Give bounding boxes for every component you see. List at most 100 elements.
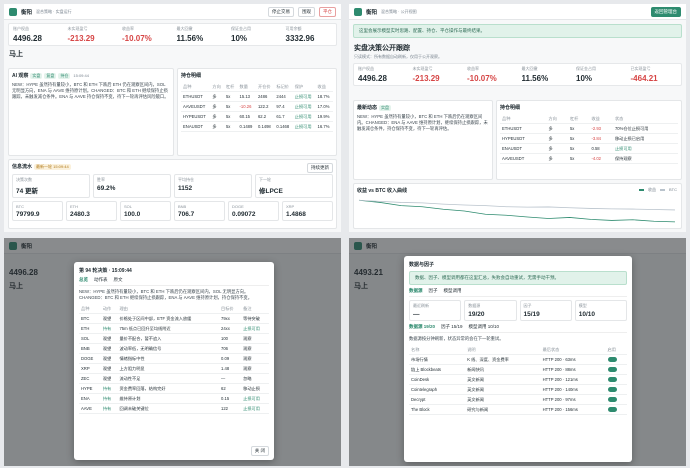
- line: [358, 199, 676, 211]
- cell: 止损可用: [612, 143, 678, 154]
- toggle[interactable]: [607, 366, 617, 372]
- column-header: 开仓价: [255, 82, 275, 92]
- price-box: SOL 100.0: [120, 201, 171, 221]
- symbol: SOL: [124, 204, 133, 209]
- column-header: 理由: [117, 304, 219, 314]
- cell: Cointelegraph: [409, 384, 466, 395]
- column-header: 备注: [241, 304, 269, 314]
- column-header: 标记价: [274, 82, 293, 92]
- button[interactable]: 返回管理台: [650, 6, 681, 17]
- cell: 24xx: [219, 323, 242, 334]
- cell: 19.9%: [315, 111, 333, 122]
- header-row: 名称 说明 最后状态 启用: [409, 345, 627, 355]
- cell: 706: [219, 343, 242, 354]
- cell: 市场行情: [409, 354, 466, 365]
- stat-value: 69.2%: [97, 185, 116, 192]
- stat-label: 可用余额: [285, 26, 302, 31]
- table: 名称 说明 最后状态 启用 市场行情 K 线、深度、资金费率 HTTP 200 · 63ms…: [409, 345, 627, 415]
- price-box: BNB 706.7: [174, 201, 225, 221]
- card-title: 持仓明细: [500, 105, 521, 111]
- price-boxes: BTC 79799.9 ETH 2480.3 SOL 100.0 BNB 706.7 DOGE 0…: [12, 201, 333, 221]
- cell: AAVE: [79, 403, 101, 414]
- stat-value: 4496.28: [13, 34, 42, 43]
- cell: 持有: [100, 323, 118, 334]
- cell: 100: [219, 333, 242, 344]
- stat: 可用余额 3332.96: [282, 24, 337, 45]
- button[interactable]: 平仓: [319, 6, 336, 17]
- tab[interactable]: 数据源: [409, 288, 423, 293]
- price: 1.4868: [286, 211, 306, 218]
- column-header: 方向: [210, 82, 224, 92]
- toggle-cell: [605, 374, 627, 385]
- row: AAVE 持有 回调未破关键位 122 止损可用: [79, 403, 269, 414]
- row: BTC 观望 价格处于区间中部，ETF 资金流入放缓 79xx 等待突破: [79, 313, 269, 324]
- cell: HTTP 200 · 88ms: [540, 364, 606, 375]
- stat-box: 最近刷新 —: [409, 300, 462, 321]
- cell: 上方阻力明显: [117, 363, 219, 374]
- toggle[interactable]: [607, 376, 617, 382]
- toggle[interactable]: [607, 356, 617, 362]
- tab[interactable]: 原文: [113, 277, 123, 282]
- stat-box: 平均持仓 1152: [174, 174, 252, 198]
- close-button[interactable]: 关 闭: [250, 446, 269, 456]
- cell: 5x: [223, 91, 238, 102]
- stat: 未实现盈亏 -213.29: [409, 64, 464, 85]
- tab[interactable]: 总览: [79, 277, 88, 282]
- stat-value: 4496.28: [358, 74, 387, 83]
- cell: 5x: [223, 121, 238, 132]
- subtab[interactable]: 数据源 19/20: [409, 324, 436, 329]
- cell: 多: [210, 101, 224, 112]
- stat-value: 1152: [178, 185, 193, 192]
- price-box: DOGE 0.09072: [228, 201, 279, 221]
- modal-text: NEW：HYPE 虽然持有量较小，BTC 和 ETH 下跌后仍在观察区间内，SO…: [79, 289, 252, 300]
- button[interactable]: 持续更新: [307, 163, 333, 173]
- button[interactable]: 停止交易: [268, 6, 294, 17]
- modal: 数据与因子 数据、因子、模型调用都在这里汇总，失败会自动重试，无需手动干预。 数据源…: [404, 256, 632, 462]
- toggle[interactable]: [607, 386, 617, 392]
- banner: 这里会展示模型实时思路、配置、持仓、平仓操作与最终结果。: [353, 24, 682, 38]
- cell: AAVEUSDT: [500, 153, 547, 164]
- tab[interactable]: 模型调用: [443, 288, 462, 293]
- table: 品种 方向 杠杆 收益 状态 ETHUSDT 多 5x -2.93 70%仓位止损可用 HYPEUS…: [500, 114, 678, 164]
- stat-value: -10.07%: [467, 74, 497, 83]
- cell: 多: [210, 91, 224, 102]
- table: 品种 方向 杠杆 数量 开仓价 标记价 保护 收益 ETHUSDT 多 5x 15.13 2486 244…: [181, 82, 333, 132]
- cell: 移动止损: [241, 383, 269, 394]
- header-row: 品种 方向 杠杆 收益 状态: [500, 114, 678, 124]
- card-title: 最新动态: [357, 105, 378, 111]
- tab[interactable]: 动作表: [94, 277, 108, 282]
- tab[interactable]: 因子: [428, 288, 438, 293]
- stat-label: 收益率: [467, 66, 479, 71]
- row: 市场行情 K 线、深度、资金费率 HTTP 200 · 63ms: [409, 354, 627, 365]
- price: 2480.3: [70, 211, 90, 218]
- button[interactable]: 围观: [298, 6, 315, 17]
- row: Cointelegraph 英文新闻 HTTP 200 · 140ms: [409, 384, 627, 395]
- price-box: BTC 79799.9: [12, 201, 63, 221]
- subtabs: 数据源 19/20 因子 15/19 模型调用 10/10: [409, 324, 627, 333]
- cell: 止损可用: [292, 101, 316, 112]
- cell: 观望: [100, 333, 118, 344]
- cell: —: [219, 373, 242, 384]
- cell: BNB: [79, 343, 101, 354]
- cell: 链上 Blockbeats: [409, 364, 466, 375]
- subtab[interactable]: 模型调用 10/10: [468, 324, 500, 329]
- row: CoinDesk 英文新闻 HTTP 200 · 121ms: [409, 374, 627, 385]
- cell: 0.15: [219, 393, 242, 404]
- brand: 衡阳: [21, 9, 33, 16]
- cell: 止损可用: [292, 91, 316, 102]
- toggle[interactable]: [607, 406, 617, 412]
- cell: 2444: [274, 91, 293, 102]
- subtab[interactable]: 因子 15/19: [441, 324, 463, 329]
- flow-section: 信息流水 最新一轮 15:09:44 持续更新 决策次数 74 更新 胜率 69.2% 平均持…: [8, 159, 337, 229]
- cell: ENAUSDT: [500, 143, 547, 154]
- cell: 15.13: [237, 91, 256, 102]
- stats-row: 账户权益 4496.28 未实现盈亏 -213.29 收益率 -10.07% 最大回撤 11.…: [353, 63, 682, 86]
- cell: 观望: [100, 373, 118, 384]
- cell: SOL: [79, 333, 101, 344]
- cell: 62: [219, 383, 242, 394]
- cell: 英文新闻: [465, 384, 541, 395]
- toggle[interactable]: [607, 396, 617, 402]
- stat-label: 模型: [578, 303, 587, 308]
- stat-box: 因子 15/19: [519, 300, 572, 321]
- stat-label: 保证金占用: [576, 66, 596, 71]
